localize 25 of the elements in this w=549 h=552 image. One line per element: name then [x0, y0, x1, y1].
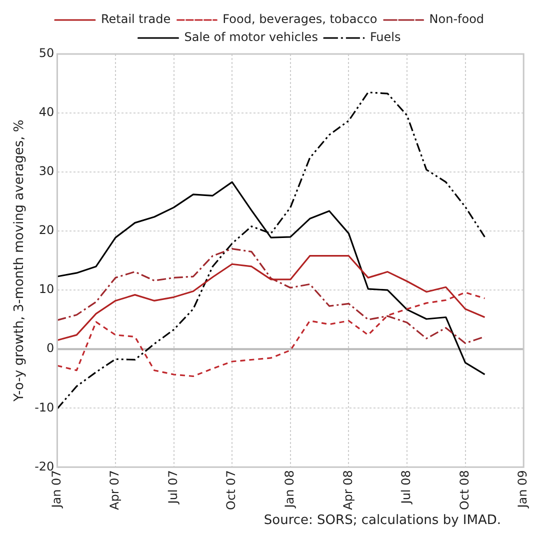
x-tick-label: Jan 07: [49, 470, 64, 509]
y-tick-label: -10: [34, 400, 54, 414]
x-tick-label: Apr 07: [108, 470, 122, 510]
legend-label: Food, beverages, tobacco: [222, 12, 378, 26]
x-tick-label: Jan 08: [282, 470, 297, 509]
y-tick-label: 40: [38, 105, 54, 120]
y-tick-label: 0: [46, 341, 54, 356]
x-tick-label: Oct 07: [224, 470, 238, 510]
x-tick-label: Apr 08: [340, 470, 355, 510]
y-axis-title: Y-o-y growth, 3-month moving averages, %: [12, 120, 28, 402]
y-tick-label: 30: [38, 164, 54, 178]
y-tick-label: 10: [38, 282, 54, 296]
x-tick-label: Jul 08: [399, 470, 414, 505]
line-series: [56, 292, 486, 378]
y-tick-label: 50: [38, 46, 54, 60]
x-tick-label: Jul 07: [166, 470, 180, 505]
y-tick-label: 20: [38, 223, 54, 238]
legend-label: Fuels: [370, 30, 401, 44]
legend-label: Sale of motor vehicles: [184, 30, 318, 44]
legend-label: Non-food: [429, 12, 484, 26]
x-tick-label: Oct 08: [457, 470, 472, 510]
legend-label: Retail trade: [100, 12, 171, 26]
source-note: Source: SORS; calculations by IMAD.: [262, 513, 502, 528]
line-series: [56, 92, 486, 410]
x-tick-label: Jan 09: [516, 470, 530, 509]
